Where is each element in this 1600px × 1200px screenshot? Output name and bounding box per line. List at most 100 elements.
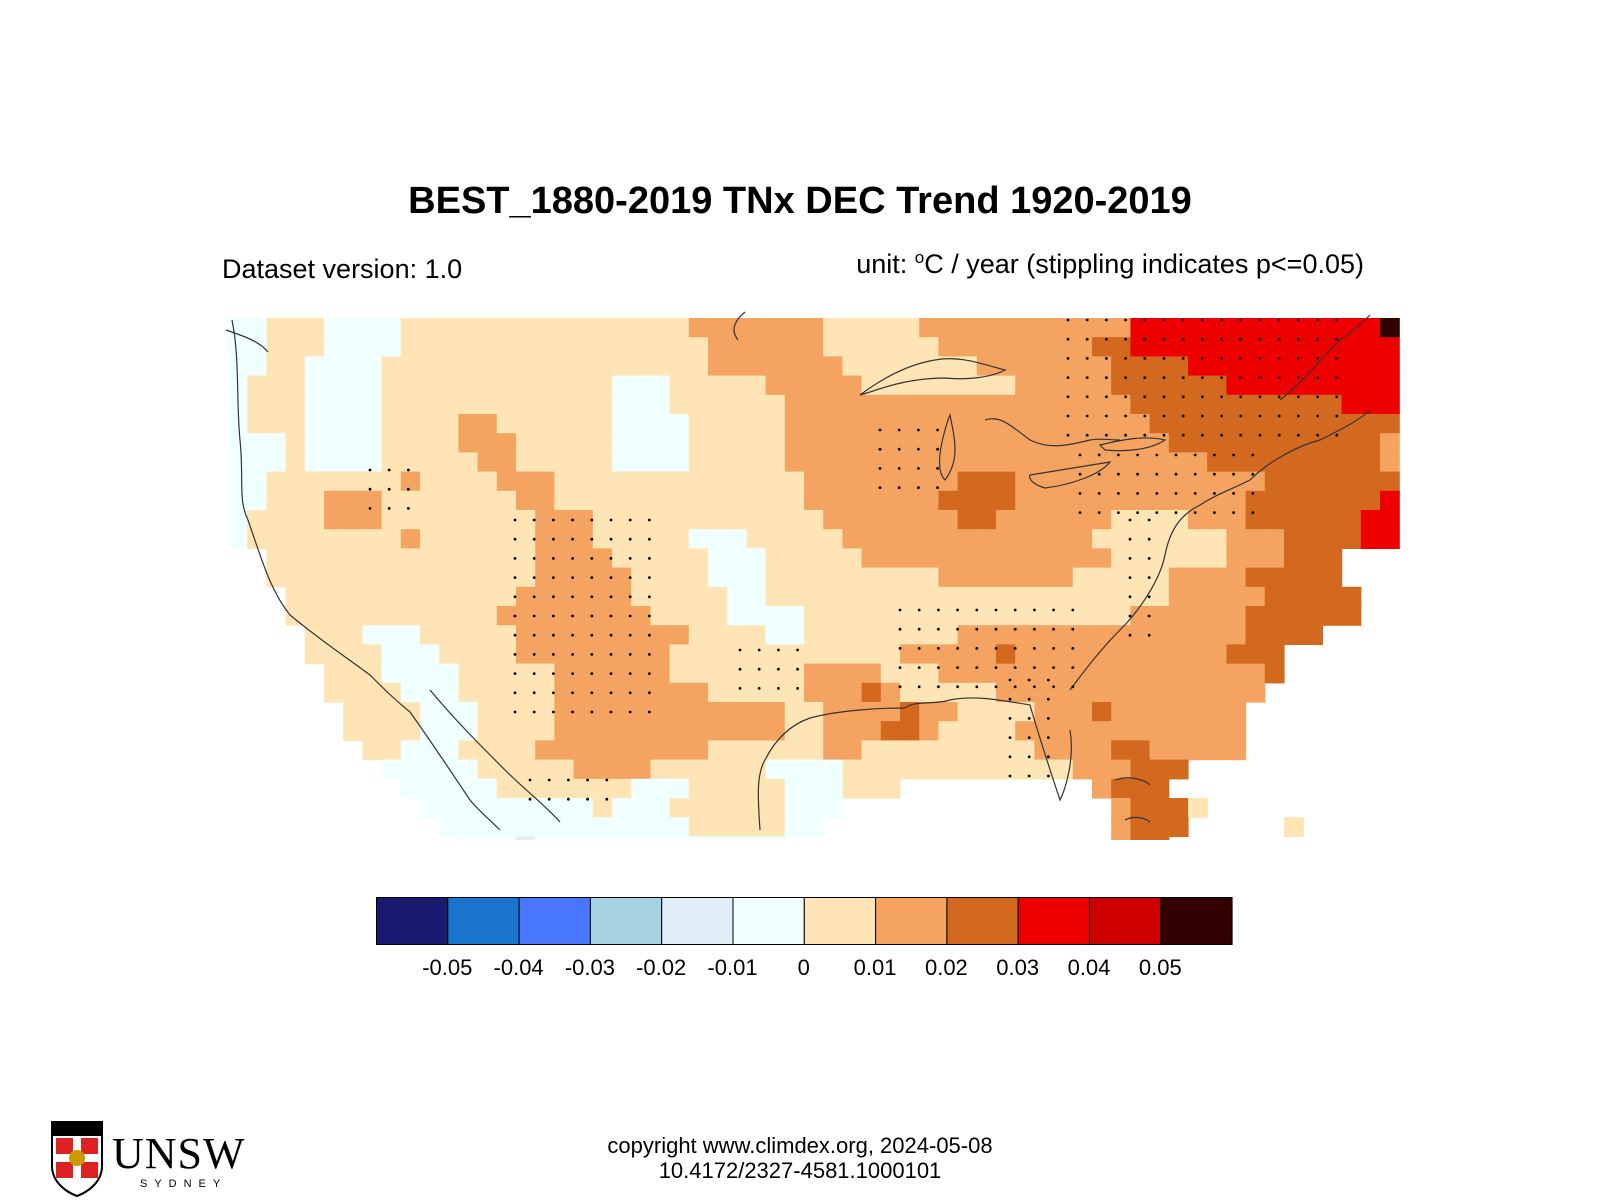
trend-cell <box>1380 375 1400 396</box>
trend-cell <box>842 663 863 684</box>
trend-cell <box>1168 798 1189 818</box>
trend-cell <box>765 567 786 588</box>
trend-cell <box>708 529 728 549</box>
stipple-dot <box>1071 608 1075 612</box>
trend-cell <box>765 759 786 780</box>
trend-cell <box>343 567 363 588</box>
trend-cell <box>228 529 248 549</box>
trend-cell <box>996 452 1016 473</box>
trend-cell <box>1092 682 1112 703</box>
trend-cell <box>900 452 920 473</box>
trend-cell <box>861 356 882 377</box>
trend-cell <box>1188 452 1208 473</box>
trend-cell <box>554 548 575 569</box>
trend-cell <box>708 452 728 473</box>
trend-cell <box>938 682 959 703</box>
trend-cell <box>477 394 498 415</box>
trend-cell <box>554 625 575 645</box>
trend-cell <box>842 433 863 453</box>
trend-cell <box>919 433 939 453</box>
stipple-dot <box>994 647 998 650</box>
trend-cell <box>1207 490 1227 511</box>
trend-cell <box>900 490 920 511</box>
stipple-dot <box>1085 337 1089 341</box>
trend-cell <box>1264 510 1285 530</box>
significance-stippling <box>368 318 1339 801</box>
trend-cell <box>1188 740 1208 761</box>
trend-cell <box>669 817 690 837</box>
trend-cell <box>1360 337 1381 357</box>
trend-cell <box>919 759 939 780</box>
trend-cell <box>1303 606 1323 626</box>
trend-cell <box>420 702 440 722</box>
stipple-dot <box>1052 627 1055 631</box>
trend-cell <box>1149 394 1170 415</box>
trend-cell <box>324 644 344 665</box>
trend-cell <box>938 356 959 377</box>
trend-cell <box>1207 702 1227 722</box>
trend-cell <box>1149 759 1170 780</box>
stipple-dot <box>1078 511 1082 514</box>
trend-cell <box>516 356 536 377</box>
trend-cell <box>1284 567 1304 588</box>
trend-cell <box>1053 510 1074 530</box>
trend-cell <box>708 606 728 626</box>
trend-cell <box>612 394 632 415</box>
trend-cell <box>746 529 767 549</box>
trend-cell <box>1053 414 1074 434</box>
trend-cell <box>247 433 267 453</box>
trend-cell <box>1111 721 1131 741</box>
trend-cell <box>688 356 709 377</box>
trend-cell <box>285 433 306 453</box>
trend-cell <box>477 337 498 357</box>
trend-cell <box>420 586 440 607</box>
stipple-dot <box>648 557 651 560</box>
trend-cell <box>823 433 843 453</box>
trend-cell <box>1245 548 1266 569</box>
trend-cell <box>535 682 555 703</box>
trend-cell <box>1226 337 1247 357</box>
stipple-dot <box>956 627 959 631</box>
trend-cell <box>228 356 248 377</box>
trend-cell <box>381 529 402 549</box>
trend-cell <box>592 548 613 569</box>
trend-cell <box>228 490 248 511</box>
trend-cell <box>631 394 651 415</box>
doi-text: 10.4172/2327-4581.1000101 <box>658 1158 942 1183</box>
stipple-dot <box>975 685 979 689</box>
trend-cell <box>669 356 690 377</box>
trend-cell <box>477 740 498 761</box>
trend-cell <box>938 490 959 511</box>
trend-cell <box>458 798 479 818</box>
stipple-dot <box>628 614 632 618</box>
stipple-dot <box>1008 697 1012 701</box>
stipple-dot <box>796 667 799 671</box>
trend-cell <box>554 510 575 530</box>
trend-cell <box>727 836 747 840</box>
stipple-dot <box>407 487 410 491</box>
trend-cell <box>439 490 459 511</box>
stipple-dot <box>917 467 920 470</box>
stipple-dot <box>628 633 632 637</box>
trend-cell <box>535 452 555 473</box>
trend-cell <box>1015 606 1035 626</box>
trend-cell <box>573 586 594 607</box>
stipple-dot <box>513 518 517 522</box>
trend-cell <box>746 663 767 684</box>
stipple-dot <box>796 687 799 690</box>
stipple-dot <box>552 710 555 714</box>
trend-cell <box>727 644 747 665</box>
stipple-dot <box>513 595 517 599</box>
stipple-dot <box>898 666 902 669</box>
stipple-dot <box>936 447 939 451</box>
trend-cell <box>938 740 959 761</box>
trend-cell <box>612 375 632 396</box>
stipple-dot <box>407 468 410 472</box>
trend-cell <box>496 510 517 530</box>
trend-cell <box>784 433 805 453</box>
trend-cell <box>919 471 939 492</box>
trend-cell <box>304 318 325 338</box>
trend-cell <box>516 375 536 396</box>
trend-cell <box>324 682 344 703</box>
trend-cell <box>439 778 459 799</box>
